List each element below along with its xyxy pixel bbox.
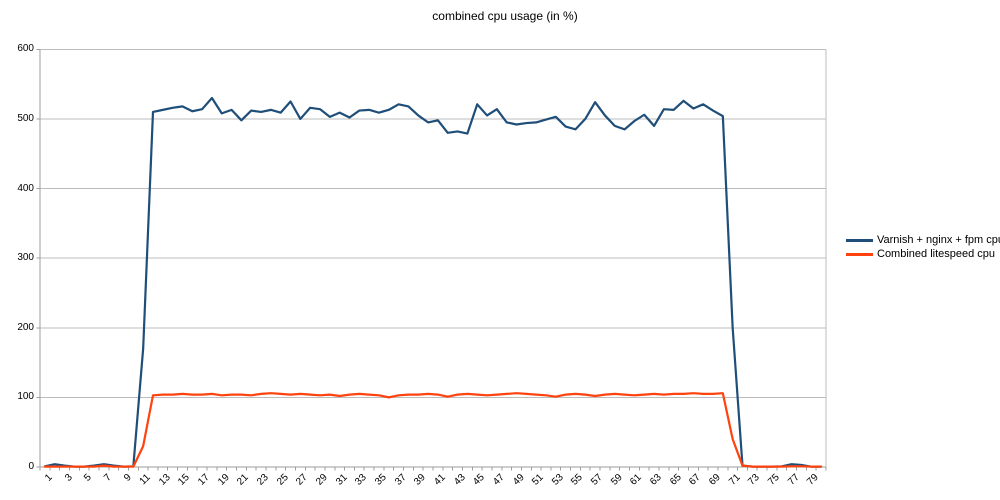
chart-title: combined cpu usage (in %) xyxy=(432,9,578,23)
y-axis-tick-label: 600 xyxy=(17,43,34,55)
y-axis-tick-label: 300 xyxy=(17,252,34,264)
legend-label-varnish: Varnish + nginx + fpm cpu xyxy=(877,234,1000,246)
y-axis-tick-label: 200 xyxy=(17,321,34,333)
y-axis-tick-label: 100 xyxy=(17,391,34,403)
series-line-1 xyxy=(43,392,823,468)
legend: Varnish + nginx + fpm cpu Combined lites… xyxy=(846,233,1000,261)
series-line-0 xyxy=(43,96,823,468)
legend-label-litespeed: Combined litespeed cpu xyxy=(877,248,996,260)
legend-key-line-litespeed xyxy=(846,252,873,256)
legend-item-litespeed: Combined litespeed cpu xyxy=(846,247,1000,261)
y-axis-tick-label: 400 xyxy=(17,182,34,194)
y-axis-tick-label: 500 xyxy=(17,112,34,124)
y-axis-tick-label: 0 xyxy=(28,461,34,472)
legend-item-varnish: Varnish + nginx + fpm cpu xyxy=(846,233,1000,247)
legend-key-line-varnish xyxy=(846,238,873,242)
